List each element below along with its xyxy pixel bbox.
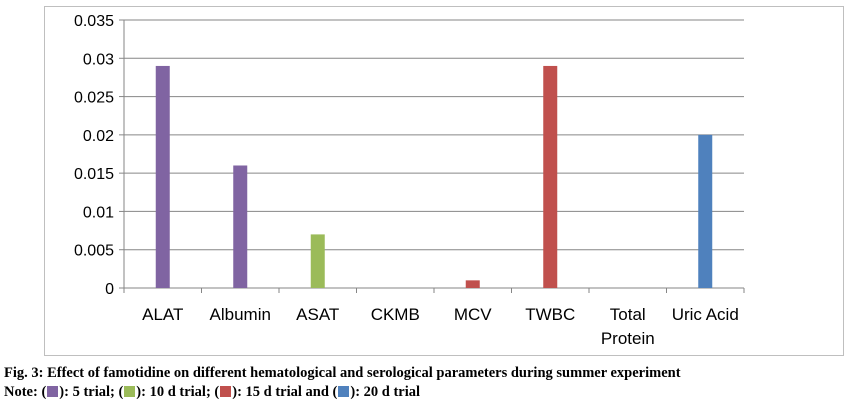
bar-mcv — [465, 280, 480, 288]
x-tick-label: Total — [610, 305, 646, 324]
bar-albumin — [233, 165, 248, 288]
x-tick-label: CKMB — [371, 305, 420, 324]
note-prefix: Note: ( — [4, 384, 47, 400]
x-tick-label: Uric Acid — [672, 305, 739, 324]
x-tick-label: TWBC — [525, 305, 575, 324]
bar-alat — [155, 65, 170, 288]
caption-title: Fig. 3: Effect of famotidine on differen… — [4, 365, 681, 381]
y-tick-label: 0.035 — [74, 13, 114, 30]
y-tick-label: 0.005 — [74, 243, 114, 260]
x-tick-label: Protein — [601, 329, 655, 348]
note-text-5-trial: ): 5 trial; ( — [59, 384, 124, 400]
legend-swatch-10-d-trial — [124, 386, 136, 397]
caption-note: Note: ( ): 5 trial; ( ): 10 d trial; ( ): 1… — [4, 383, 844, 402]
x-tick-label: MCV — [454, 305, 492, 324]
bar-chart: 0 0.005 0.01 0.015 0.02 0.025 0.03 0.035 ALAT Alb… — [74, 13, 745, 348]
legend-swatch-15-d-trial — [220, 386, 232, 397]
legend-swatch-5-trial — [47, 386, 59, 397]
y-tick-label: 0.015 — [74, 166, 114, 183]
x-tick-label: Albumin — [210, 305, 271, 324]
figure-caption: Fig. 3: Effect of famotidine on differen… — [4, 364, 844, 402]
bar-twbc — [543, 65, 558, 288]
y-tick-label: 0.03 — [83, 51, 114, 68]
y-tick-label: 0.01 — [83, 204, 114, 221]
chart-frame: 0 0.005 0.01 0.015 0.02 0.025 0.03 0.035 ALAT Alb… — [44, 6, 844, 356]
y-tick-label: 0 — [105, 281, 114, 298]
note-text-10-d-trial: ): 10 d trial; ( — [136, 384, 220, 400]
x-tick-label: ASAT — [296, 305, 339, 324]
x-tick-label: ALAT — [142, 305, 183, 324]
bar-asat — [310, 234, 325, 288]
note-text-15-d-trial: ): 15 d trial and ( — [232, 384, 338, 400]
y-tick-label: 0.025 — [74, 90, 114, 107]
y-tick-label: 0.02 — [83, 128, 114, 145]
legend-swatch-20-d-trial — [338, 386, 350, 397]
bar-uric-acid — [698, 134, 713, 288]
note-text-20-d-trial: ): 20 d trial — [350, 384, 421, 400]
